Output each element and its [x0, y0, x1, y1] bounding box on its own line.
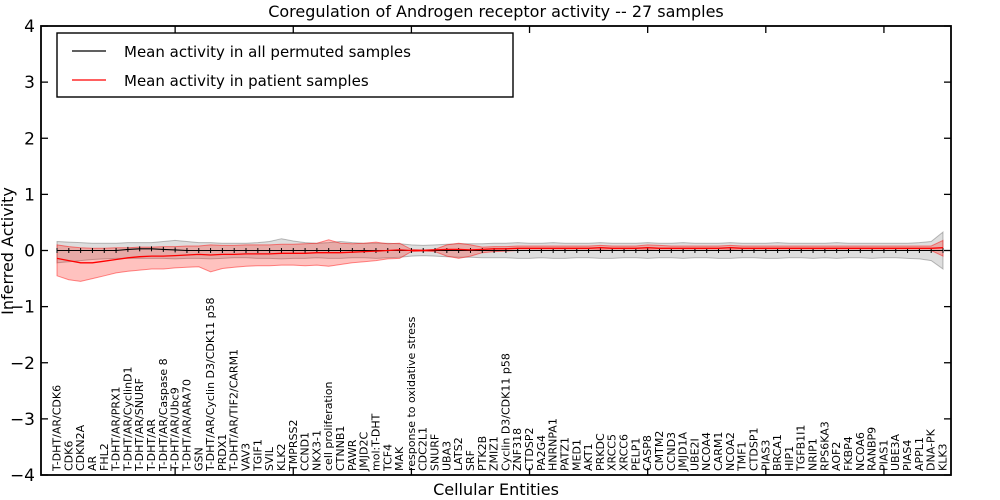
- x-category-label: DNA-PK: [925, 428, 938, 471]
- x-category-label: SVIL: [263, 446, 276, 471]
- x-category-label: XRCC5: [606, 434, 619, 471]
- x-category-label: UBE2I: [688, 438, 701, 471]
- x-category-label: MAK: [393, 446, 406, 471]
- x-category-label: NRIP1: [807, 438, 820, 471]
- x-category-label: AKT1: [582, 443, 595, 471]
- legend-box: [56, 32, 514, 98]
- x-category-label: FHL2: [98, 443, 111, 471]
- x-category-label: CTNNB1: [334, 426, 347, 471]
- x-category-label: SNURF: [429, 434, 442, 471]
- x-category-label: T-DHT/AR/PRX1: [110, 386, 123, 472]
- x-category-label: PA2G4: [535, 435, 548, 471]
- y-tick-label: 4: [24, 17, 35, 37]
- y-tick-label: 3: [24, 73, 35, 93]
- y-axis-tick-labels: 4 3 2 1 0 −1 −2 −3 −4: [10, 17, 35, 486]
- y-tick-label: 0: [24, 242, 35, 262]
- y-tick-label: 2: [24, 129, 35, 149]
- x-category-label: ZNF318: [511, 428, 524, 471]
- x-category-label: HNRNPA1: [547, 418, 560, 471]
- x-category-label: CDC2L1: [417, 427, 430, 471]
- y-axis-label: Inferred Activity: [0, 187, 17, 315]
- legend-label-permuted: Mean activity in all permuted samples: [124, 43, 411, 61]
- x-category-label: NKX3-1: [310, 430, 323, 471]
- x-category-label: T-DHT/AR/Caspase 8: [157, 358, 170, 472]
- x-category-labels: T-DHT/AR/CDK6CDK6CDKN2AARFHL2T-DHT/AR/PR…: [51, 297, 950, 472]
- x-category-label: AR: [86, 455, 99, 471]
- x-category-label: PATZ1: [559, 437, 572, 471]
- x-category-label: PELP1: [629, 438, 642, 471]
- x-category-label: PIAS4: [901, 440, 914, 471]
- x-category-label: CDK6: [62, 441, 75, 471]
- x-category-label: PIAS3: [759, 440, 772, 471]
- x-category-label: BRCA1: [771, 434, 784, 471]
- x-category-label: T-DHT/AR/Ubc9: [169, 387, 182, 472]
- x-category-label: TMPRSS2: [287, 420, 300, 472]
- x-category-label: TMF1: [736, 441, 749, 472]
- x-category-label: RANBP9: [866, 427, 879, 471]
- x-category-label: T-DHT/AR: [145, 419, 158, 472]
- x-category-label: T-DHT/AR/CyclinD1: [121, 366, 134, 472]
- x-category-label: APPL1: [913, 437, 926, 471]
- x-category-label: VAV3: [240, 443, 253, 471]
- x-category-label: NCOA4: [700, 432, 713, 471]
- x-category-label: PRKDC: [594, 433, 607, 471]
- x-category-label: NCOA6: [854, 432, 867, 471]
- x-category-label: RPS6KA3: [818, 421, 831, 471]
- y-tick-label: −3: [10, 410, 35, 430]
- x-category-label: PTK2B: [476, 436, 489, 471]
- legend-label-patient: Mean activity in patient samples: [124, 72, 369, 90]
- x-category-label: PRDX1: [216, 434, 229, 471]
- x-category-label: CARM1: [712, 432, 725, 471]
- x-category-label: TCF4: [381, 444, 394, 472]
- chart-title: Coregulation of Androgen receptor activi…: [268, 2, 724, 21]
- x-category-label: JMJD2C: [358, 432, 371, 472]
- permuted-mean-line: [57, 248, 943, 252]
- x-category-label: GSN: [192, 447, 205, 471]
- x-category-label: KLK3: [937, 443, 950, 471]
- x-category-label: XRCC6: [618, 434, 631, 471]
- x-category-label: AOF2: [830, 442, 843, 471]
- x-category-label: TGFB1I1: [795, 425, 808, 472]
- x-category-label: UBE3A: [889, 433, 902, 471]
- y-tick-label: −2: [10, 354, 35, 374]
- x-axis-label: Cellular Entities: [433, 480, 559, 499]
- patient-mean-line: [56, 247, 944, 264]
- legend: Mean activity in all permuted samples Me…: [56, 32, 514, 98]
- x-category-label: NCOA2: [724, 432, 737, 471]
- x-category-label: cell proliferation: [322, 381, 335, 471]
- x-category-label: T-DHT/AR/CDK6: [51, 385, 64, 472]
- x-category-label: Cyclin D3/CDK11 p58: [499, 353, 512, 471]
- x-category-label: PAWR: [346, 439, 359, 471]
- x-category-label: CCND1: [299, 432, 312, 471]
- x-category-label: response to oxidative stress: [405, 316, 418, 471]
- axis-tick-marks: [41, 25, 951, 476]
- x-category-label: T-DHT/AR/SNURF: [133, 378, 146, 472]
- x-category-label: ZMIZ1: [488, 436, 501, 471]
- x-category-label: PIAS1: [877, 440, 890, 471]
- x-category-label: JMJD1A: [677, 432, 690, 472]
- x-category-label: T-DHT/AR/TIF2/CARM1: [228, 349, 241, 472]
- x-category-label: mol:T-DHT: [370, 413, 383, 471]
- x-category-label: CCND3: [665, 432, 678, 471]
- x-category-label: CTDSP1: [748, 428, 761, 471]
- x-category-label: T-DHT/AR/Cyclin D3/CDK11 p58: [204, 297, 217, 472]
- x-category-label: MED1: [570, 439, 583, 471]
- x-category-label: T-DHT/AR/ARA70: [180, 379, 193, 472]
- x-category-label: KLK2: [275, 443, 288, 471]
- x-category-label: TGIF1: [251, 439, 264, 472]
- x-category-label: LATS2: [452, 437, 465, 471]
- x-category-label: SRF: [464, 450, 477, 471]
- y-tick-label: 1: [24, 185, 35, 205]
- x-category-label: CASP8: [641, 435, 654, 471]
- y-tick-label: −1: [10, 298, 35, 318]
- y-tick-label: −4: [10, 466, 35, 486]
- x-category-label: CMTM2: [653, 431, 666, 471]
- x-category-label: HIP1: [783, 446, 796, 471]
- x-category-label: CDKN2A: [74, 424, 87, 471]
- x-category-label: FKBP4: [842, 436, 855, 471]
- x-category-label: CTDSP2: [523, 428, 536, 471]
- x-category-label: UBA3: [440, 441, 453, 471]
